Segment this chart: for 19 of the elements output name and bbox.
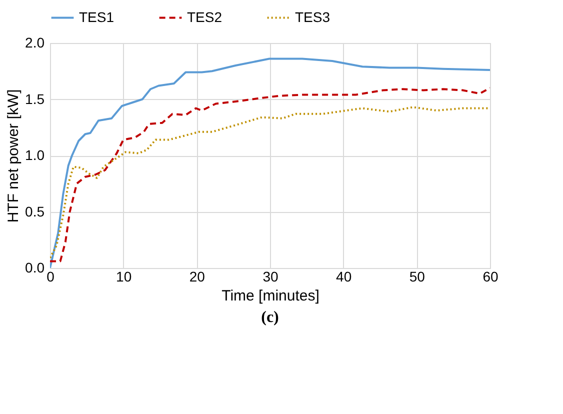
x-tick-label: 10 — [116, 268, 132, 284]
x-tick-label: 50 — [409, 268, 426, 284]
legend-label: TES1 — [79, 8, 114, 25]
x-axis-title: Time [minutes] — [222, 288, 320, 304]
x-tick-label: 30 — [262, 268, 278, 284]
y-tick-label: 2.0 — [25, 34, 45, 50]
x-tick-label: 0 — [46, 268, 55, 284]
x-tick-label: 40 — [336, 268, 352, 284]
legend-label: TES2 — [187, 8, 222, 25]
y-tick-label: 0.5 — [25, 203, 45, 220]
legend-label: TES3 — [295, 8, 330, 25]
y-tick-label: 1.0 — [25, 147, 45, 163]
line-series — [50, 58, 490, 268]
x-tick-label: 60 — [482, 268, 498, 284]
y-axis-title: HTF net power [kW] — [5, 89, 22, 223]
y-tick-label: 0.0 — [25, 260, 45, 276]
x-tick-label: 20 — [189, 268, 206, 284]
y-tick-label: 1.5 — [25, 90, 45, 107]
text: (c) — [261, 309, 279, 326]
